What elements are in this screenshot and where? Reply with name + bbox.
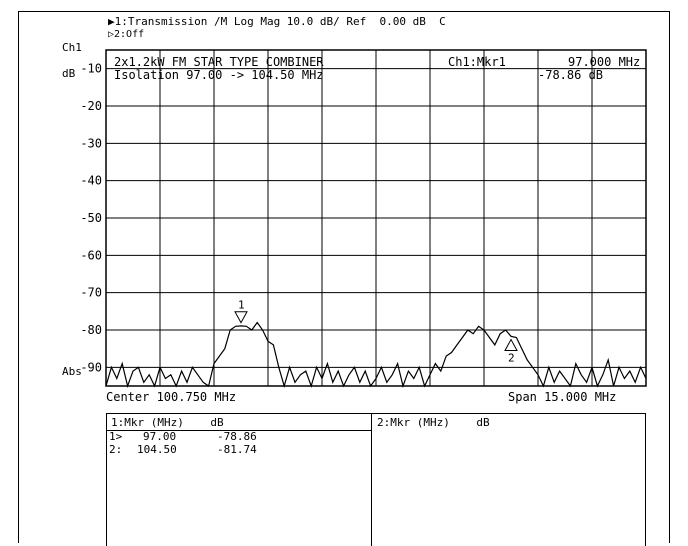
table-row-1-label: 1> [109,430,123,443]
y-tick-label: -30 [80,136,102,150]
table-row-2-freq: 104.50 [137,443,177,456]
y-tick-label: -90 [80,360,102,374]
y-tick-label: -20 [80,99,102,113]
channel-label: Ch1 [62,41,82,54]
y-tick-label: -80 [80,323,102,337]
table-row-1-db: -78.86 [217,430,257,443]
marker-readout-value: -78.86 dB [538,68,604,82]
annotation-line1: 2x1.2kW FM STAR TYPE COMBINER [114,55,324,69]
marker-table: 1:Mkr (MHz) dB 2:Mkr (MHz) dB 1> 97.00 -… [106,413,646,546]
marker-layer: 12 [234,299,518,364]
y-tick-labels: -10 -20 -30 -40 -50 -60 -70 -80 -90 [80,62,102,375]
table-row-2-db: -81.74 [217,443,257,456]
y-tick-label: -10 [80,62,102,76]
marker-1-triangle [234,311,248,324]
table-row-1-freq: 97.00 [143,430,177,443]
annotation-line2: Isolation 97.00 -> 104.50 MHz [114,68,324,82]
table-divider [371,414,372,546]
marker-2-label: 2 [508,351,515,364]
y-tick-label: -60 [80,248,102,262]
instrument-frame [18,11,670,543]
marker-2-triangle [504,338,518,351]
table-row-2-label: 2: [109,443,123,456]
y-tick-label: -50 [80,211,102,225]
y-tick-label: -70 [80,286,102,300]
header-line2: ▷2:Off [108,29,145,40]
table-header-rule [107,430,371,431]
header-line1: ▶1:Transmission /M Log Mag 10.0 dB/ Ref … [108,15,446,28]
span-frequency: Span 15.000 MHz [508,390,617,404]
trace-layer [105,321,647,389]
unit-label: dB [62,67,76,80]
marker-1-label: 1 [238,299,245,312]
y-tick-label: -40 [80,174,102,188]
table-right-header: 2:Mkr (MHz) dB [377,416,490,429]
grid [105,49,647,387]
marker-readout-freq: 97.000 MHz [568,55,641,69]
trace-line [105,321,647,389]
table-left-header: 1:Mkr (MHz) dB [111,416,224,429]
abs-label: Abs [62,365,82,378]
center-frequency: Center 100.750 MHz [106,390,237,404]
marker-readout-label: Ch1:Mkr1 [448,55,506,69]
